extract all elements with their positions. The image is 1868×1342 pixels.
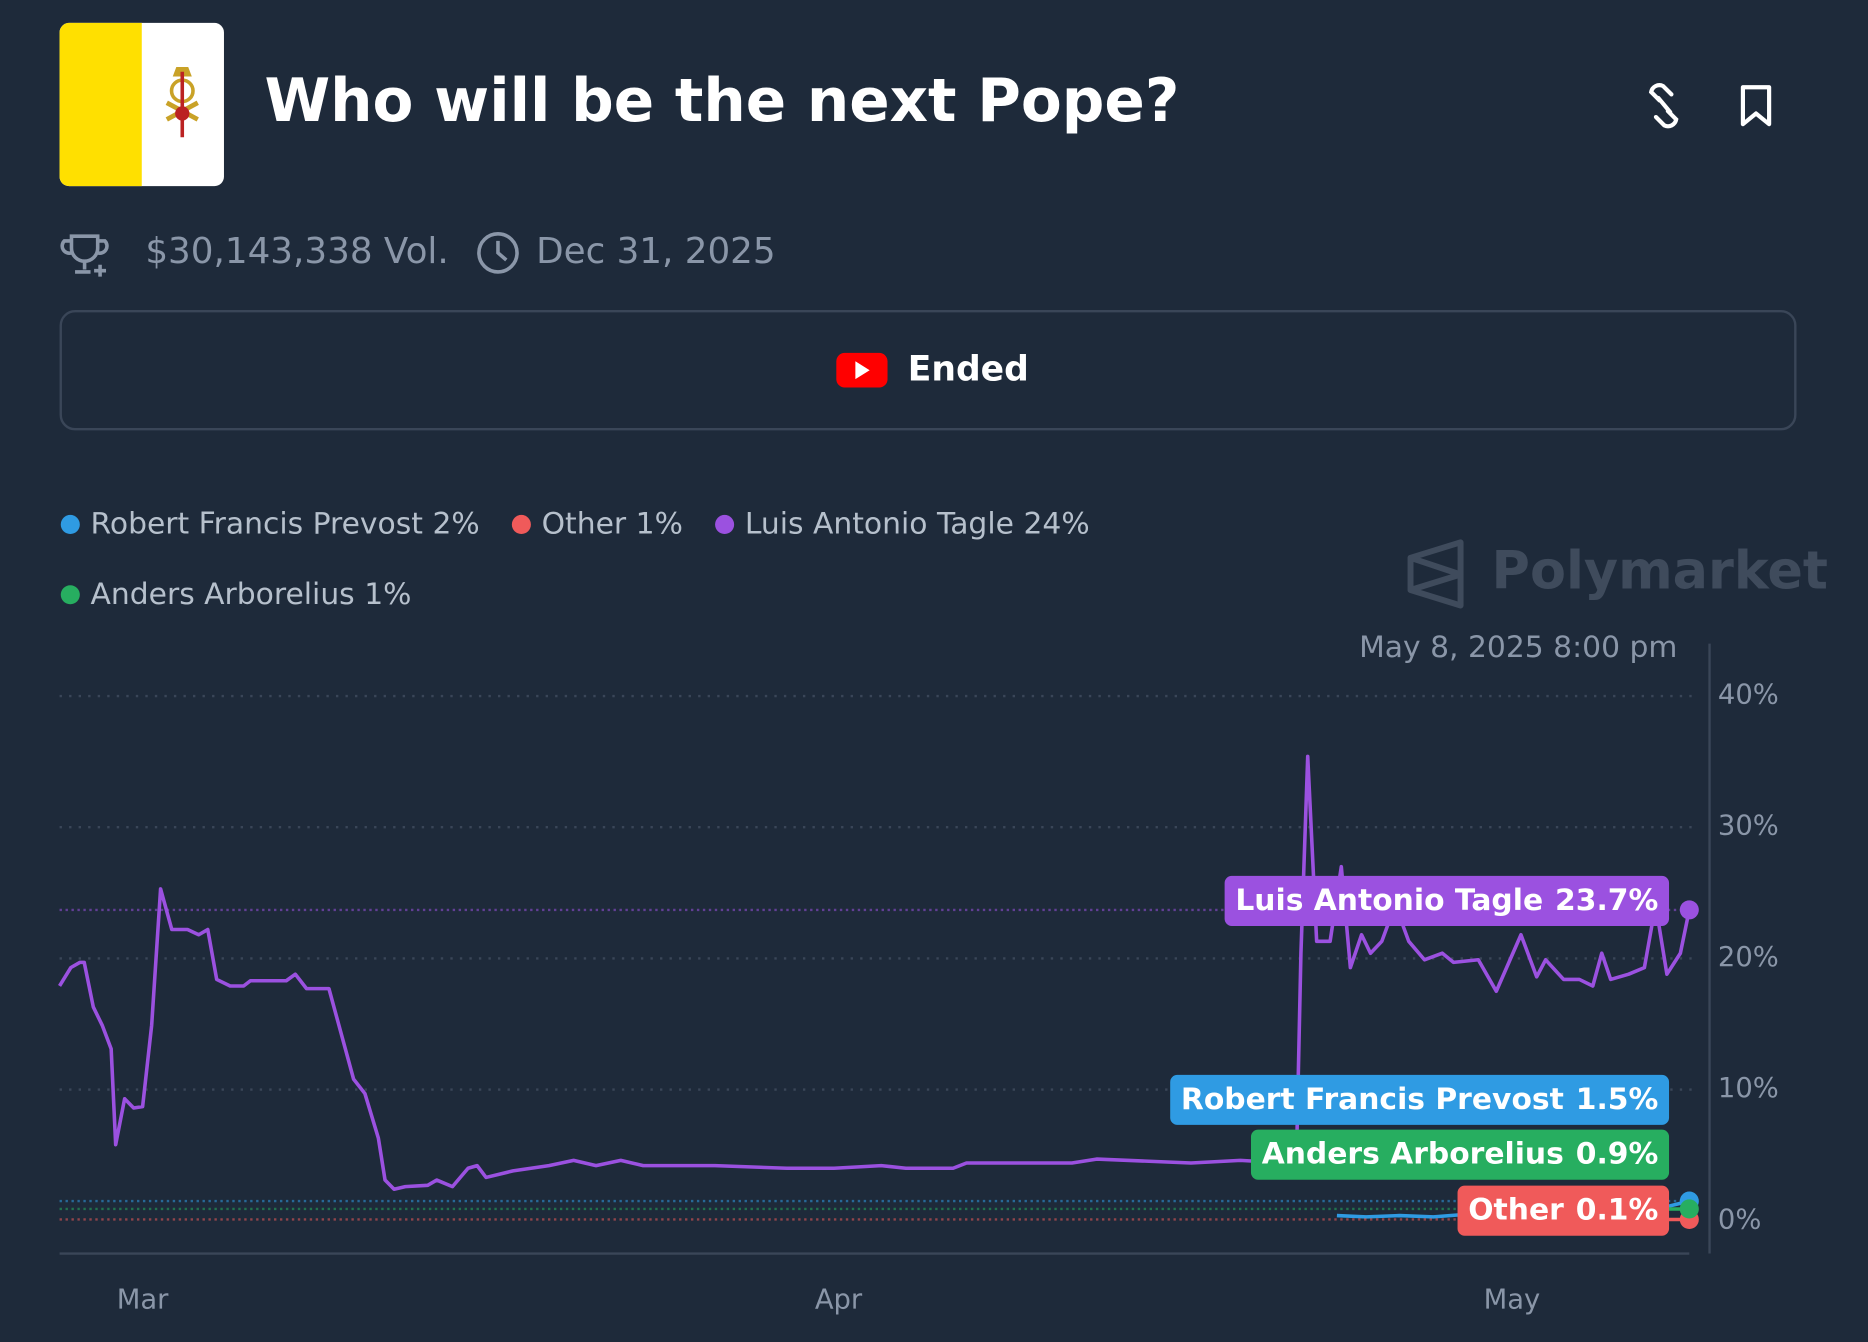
x-tick-label: May [1484,1285,1541,1316]
legend-value: 24% [1023,506,1089,541]
watermark: Polymarket [1492,541,1828,602]
legend-swatch [715,514,735,534]
y-tick-label: 40% [1718,680,1779,711]
legend-item: Other 1% [511,506,683,541]
end-badge: Luis Antonio Tagle 23.7% [1224,875,1670,926]
legend-value: 2% [432,506,479,541]
legend-item: Anders Arborelius 1% [60,576,412,611]
watermark-logo [1407,539,1464,609]
legend-value: 1% [636,506,683,541]
legend-name: Anders Arborelius [91,576,355,611]
legend-text: Robert Francis Prevost 2% [91,506,480,541]
badge-name: Luis Antonio Tagle [1235,882,1543,917]
end-date: Dec 31, 2025 [536,231,776,272]
x-tick-label: Apr [815,1285,863,1316]
badge-value: 0.1% [1576,1192,1659,1227]
badge-name: Other [1468,1192,1564,1227]
badge-value: 1.5% [1576,1081,1659,1116]
market-image [59,22,224,187]
badge-text: Other 0.1% [1468,1192,1658,1227]
legend-item: Luis Antonio Tagle 24% [715,506,1090,541]
legend-text: Luis Antonio Tagle 24% [745,506,1090,541]
x-tick-label: Mar [117,1285,169,1316]
status: Ended [908,349,1029,389]
legend-text: Other 1% [542,506,683,541]
badge-box [1250,1129,1670,1180]
legend-text: Anders Arborelius 1% [91,576,412,611]
y-tick-label: 10% [1718,1073,1779,1104]
legend-name: Other [542,506,627,541]
badge-name: Robert Francis Prevost [1181,1081,1564,1116]
end-point [1679,900,1699,920]
badge-name: Anders Arborelius [1262,1136,1564,1171]
hover-date: May 8, 2025 8:00 pm [1359,630,1677,665]
bookmark-icon[interactable] [1740,85,1772,127]
video-icon [836,352,888,388]
badge-text: Anders Arborelius 0.9% [1262,1136,1659,1171]
badge-box [1224,875,1670,926]
badge-box [1457,1185,1670,1236]
badge-box [1170,1074,1670,1125]
badge-text: Luis Antonio Tagle 23.7% [1235,882,1658,917]
y-tick-label: 20% [1718,942,1779,973]
legend-name: Robert Francis Prevost [91,506,423,541]
legend-swatch [60,514,80,534]
badge-value: 0.9% [1576,1136,1659,1171]
end-badge: Other 0.1% [1457,1185,1670,1236]
link-icon[interactable] [1648,83,1679,129]
market-title: Who will be the next Pope? [264,67,1179,136]
legend-swatch [60,585,80,605]
y-tick-label: 30% [1718,811,1779,842]
end-point [1679,1199,1699,1219]
y-tick-label: 0% [1718,1204,1761,1235]
trophy-icon [60,234,109,277]
badge-text: Robert Francis Prevost 1.5% [1181,1081,1658,1116]
legend-swatch [511,514,531,534]
badge-value: 23.7% [1555,882,1658,917]
volume: $30,143,338 Vol. [145,231,448,272]
series-line [58,754,1692,1192]
end-badge: Anders Arborelius 0.9% [1250,1129,1670,1180]
legend-item: Robert Francis Prevost 2% [60,506,480,541]
clock-icon [477,231,519,274]
legend-name: Luis Antonio Tagle [745,506,1014,541]
status-box [59,310,1797,431]
end-badge: Robert Francis Prevost 1.5% [1170,1074,1670,1125]
legend-value: 1% [364,576,411,611]
